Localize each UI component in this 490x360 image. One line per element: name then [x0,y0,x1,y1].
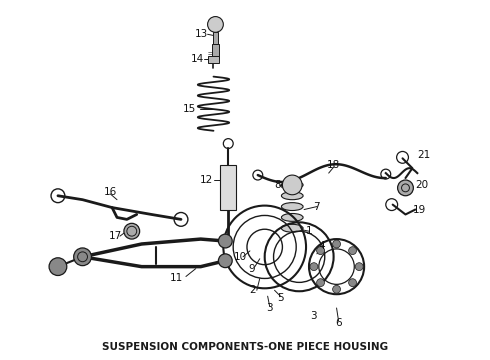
Text: 2: 2 [249,285,256,295]
Text: 17: 17 [108,231,122,241]
Text: 5: 5 [277,293,284,303]
Bar [220,165,236,210]
Circle shape [333,285,341,293]
Text: 1: 1 [306,226,312,236]
Text: 21: 21 [417,150,431,161]
Ellipse shape [281,203,303,211]
Text: 12: 12 [200,175,213,185]
Circle shape [208,17,223,32]
Circle shape [349,247,357,255]
Text: SUSPENSION COMPONENTS-ONE PIECE HOUSING: SUSPENSION COMPONENTS-ONE PIECE HOUSING [102,342,388,352]
Text: 18: 18 [327,160,340,170]
Text: 3: 3 [311,311,317,321]
Text: 10: 10 [234,252,246,262]
Text: 16: 16 [103,187,117,197]
Text: 7: 7 [314,202,320,212]
Text: 4: 4 [318,241,325,251]
Circle shape [219,234,232,248]
Circle shape [74,248,92,266]
Text: 6: 6 [335,318,342,328]
Circle shape [219,254,232,267]
Bar [213,32,219,44]
Circle shape [124,223,140,239]
Circle shape [349,279,357,287]
Text: 11: 11 [170,274,183,283]
Text: 9: 9 [248,264,255,274]
Circle shape [282,175,302,195]
Text: 19: 19 [413,204,426,215]
Text: 20: 20 [416,180,429,190]
Circle shape [310,263,318,271]
Circle shape [397,180,414,196]
Text: 15: 15 [183,104,196,114]
Ellipse shape [281,192,303,200]
Text: 14: 14 [191,54,204,64]
Bar [212,44,220,58]
Bar [208,56,220,63]
Circle shape [49,258,67,275]
Text: 3: 3 [266,303,273,313]
Text: 13: 13 [195,29,208,39]
Text: 8: 8 [274,180,281,190]
Circle shape [317,279,324,287]
Ellipse shape [281,181,303,189]
Circle shape [355,263,363,271]
Circle shape [333,240,341,248]
FancyArrowPatch shape [227,237,230,240]
Circle shape [317,247,324,255]
Ellipse shape [281,213,303,221]
Ellipse shape [281,224,303,232]
